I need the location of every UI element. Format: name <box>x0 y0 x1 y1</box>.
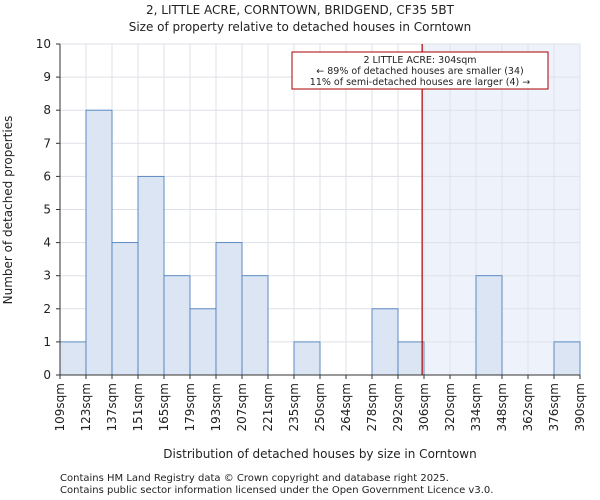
bar-123sqm <box>85 109 113 376</box>
annotation-line-2: ← 89% of detached houses are smaller (34… <box>316 66 523 77</box>
x-tick-label: 250sqm <box>313 383 327 431</box>
x-tick-label: 334sqm <box>469 383 483 431</box>
annotation-line-3: 11% of semi-detached houses are larger (… <box>310 77 530 88</box>
bar-109sqm <box>59 341 87 376</box>
bar-151sqm <box>137 175 165 376</box>
x-tick-label: 362sqm <box>521 383 535 431</box>
x-tick-label: 320sqm <box>443 383 457 431</box>
x-tick-label: 137sqm <box>105 383 119 431</box>
bar-292sqm <box>397 341 425 376</box>
y-tick-label: 4 <box>43 236 51 250</box>
x-tick-label: 235sqm <box>287 383 301 431</box>
footer-line-2: Contains public sector information licen… <box>60 485 493 496</box>
x-tick-label: 390sqm <box>573 383 587 431</box>
annotation-line-1: 2 LITTLE ACRE: 304sqm <box>363 55 476 66</box>
x-tick-label: 165sqm <box>157 383 171 431</box>
x-tick-label: 109sqm <box>53 383 67 431</box>
y-tick-label: 2 <box>43 302 51 316</box>
y-axis-label: Number of detached properties <box>1 116 15 305</box>
x-tick-label: 221sqm <box>261 383 275 431</box>
x-tick-label: 207sqm <box>235 383 249 431</box>
x-tick-label: 264sqm <box>339 383 353 431</box>
bar-165sqm <box>163 275 191 376</box>
x-tick-label: 292sqm <box>391 383 405 431</box>
bar-376sqm <box>553 341 581 376</box>
y-tick-label: 6 <box>43 169 51 183</box>
bar-278sqm <box>371 308 399 376</box>
y-tick-label: 3 <box>43 269 51 283</box>
x-axis-label: Distribution of detached houses by size … <box>163 447 476 461</box>
y-tick-label: 8 <box>43 103 51 117</box>
annotation-box <box>291 51 549 90</box>
bar-235sqm <box>293 341 321 376</box>
y-tick-label: 0 <box>43 368 51 382</box>
plot-area: 0 1 2 3 4 5 6 7 8 9 10 109sqm 123sqm 137sqm 151sqm 165s… <box>36 37 587 431</box>
x-tick-label: 348sqm <box>495 383 509 431</box>
bar-334sqm <box>475 275 503 376</box>
footer-line-1: Contains HM Land Registry data © Crown c… <box>60 473 449 484</box>
bar-193sqm <box>215 242 243 376</box>
x-tick-label: 306sqm <box>417 383 431 431</box>
y-tick-label: 9 <box>43 70 51 84</box>
y-tick-label: 5 <box>43 203 51 217</box>
x-tick-label: 193sqm <box>209 383 223 431</box>
y-tick-label: 10 <box>36 37 51 51</box>
chart-title: 2, LITTLE ACRE, CORNTOWN, BRIDGEND, CF35… <box>146 3 455 17</box>
x-tick-label: 123sqm <box>79 383 93 431</box>
x-tick-label: 376sqm <box>547 383 561 431</box>
bar-179sqm <box>189 308 217 376</box>
bar-207sqm <box>241 275 269 376</box>
y-tick-label: 7 <box>43 136 51 150</box>
chart-subtitle: Size of property relative to detached ho… <box>129 20 472 34</box>
y-tick-label: 1 <box>43 335 51 349</box>
x-tick-label: 151sqm <box>131 383 145 431</box>
x-tick-label: 278sqm <box>365 383 379 431</box>
bar-137sqm <box>111 242 139 376</box>
x-tick-label: 179sqm <box>183 383 197 431</box>
